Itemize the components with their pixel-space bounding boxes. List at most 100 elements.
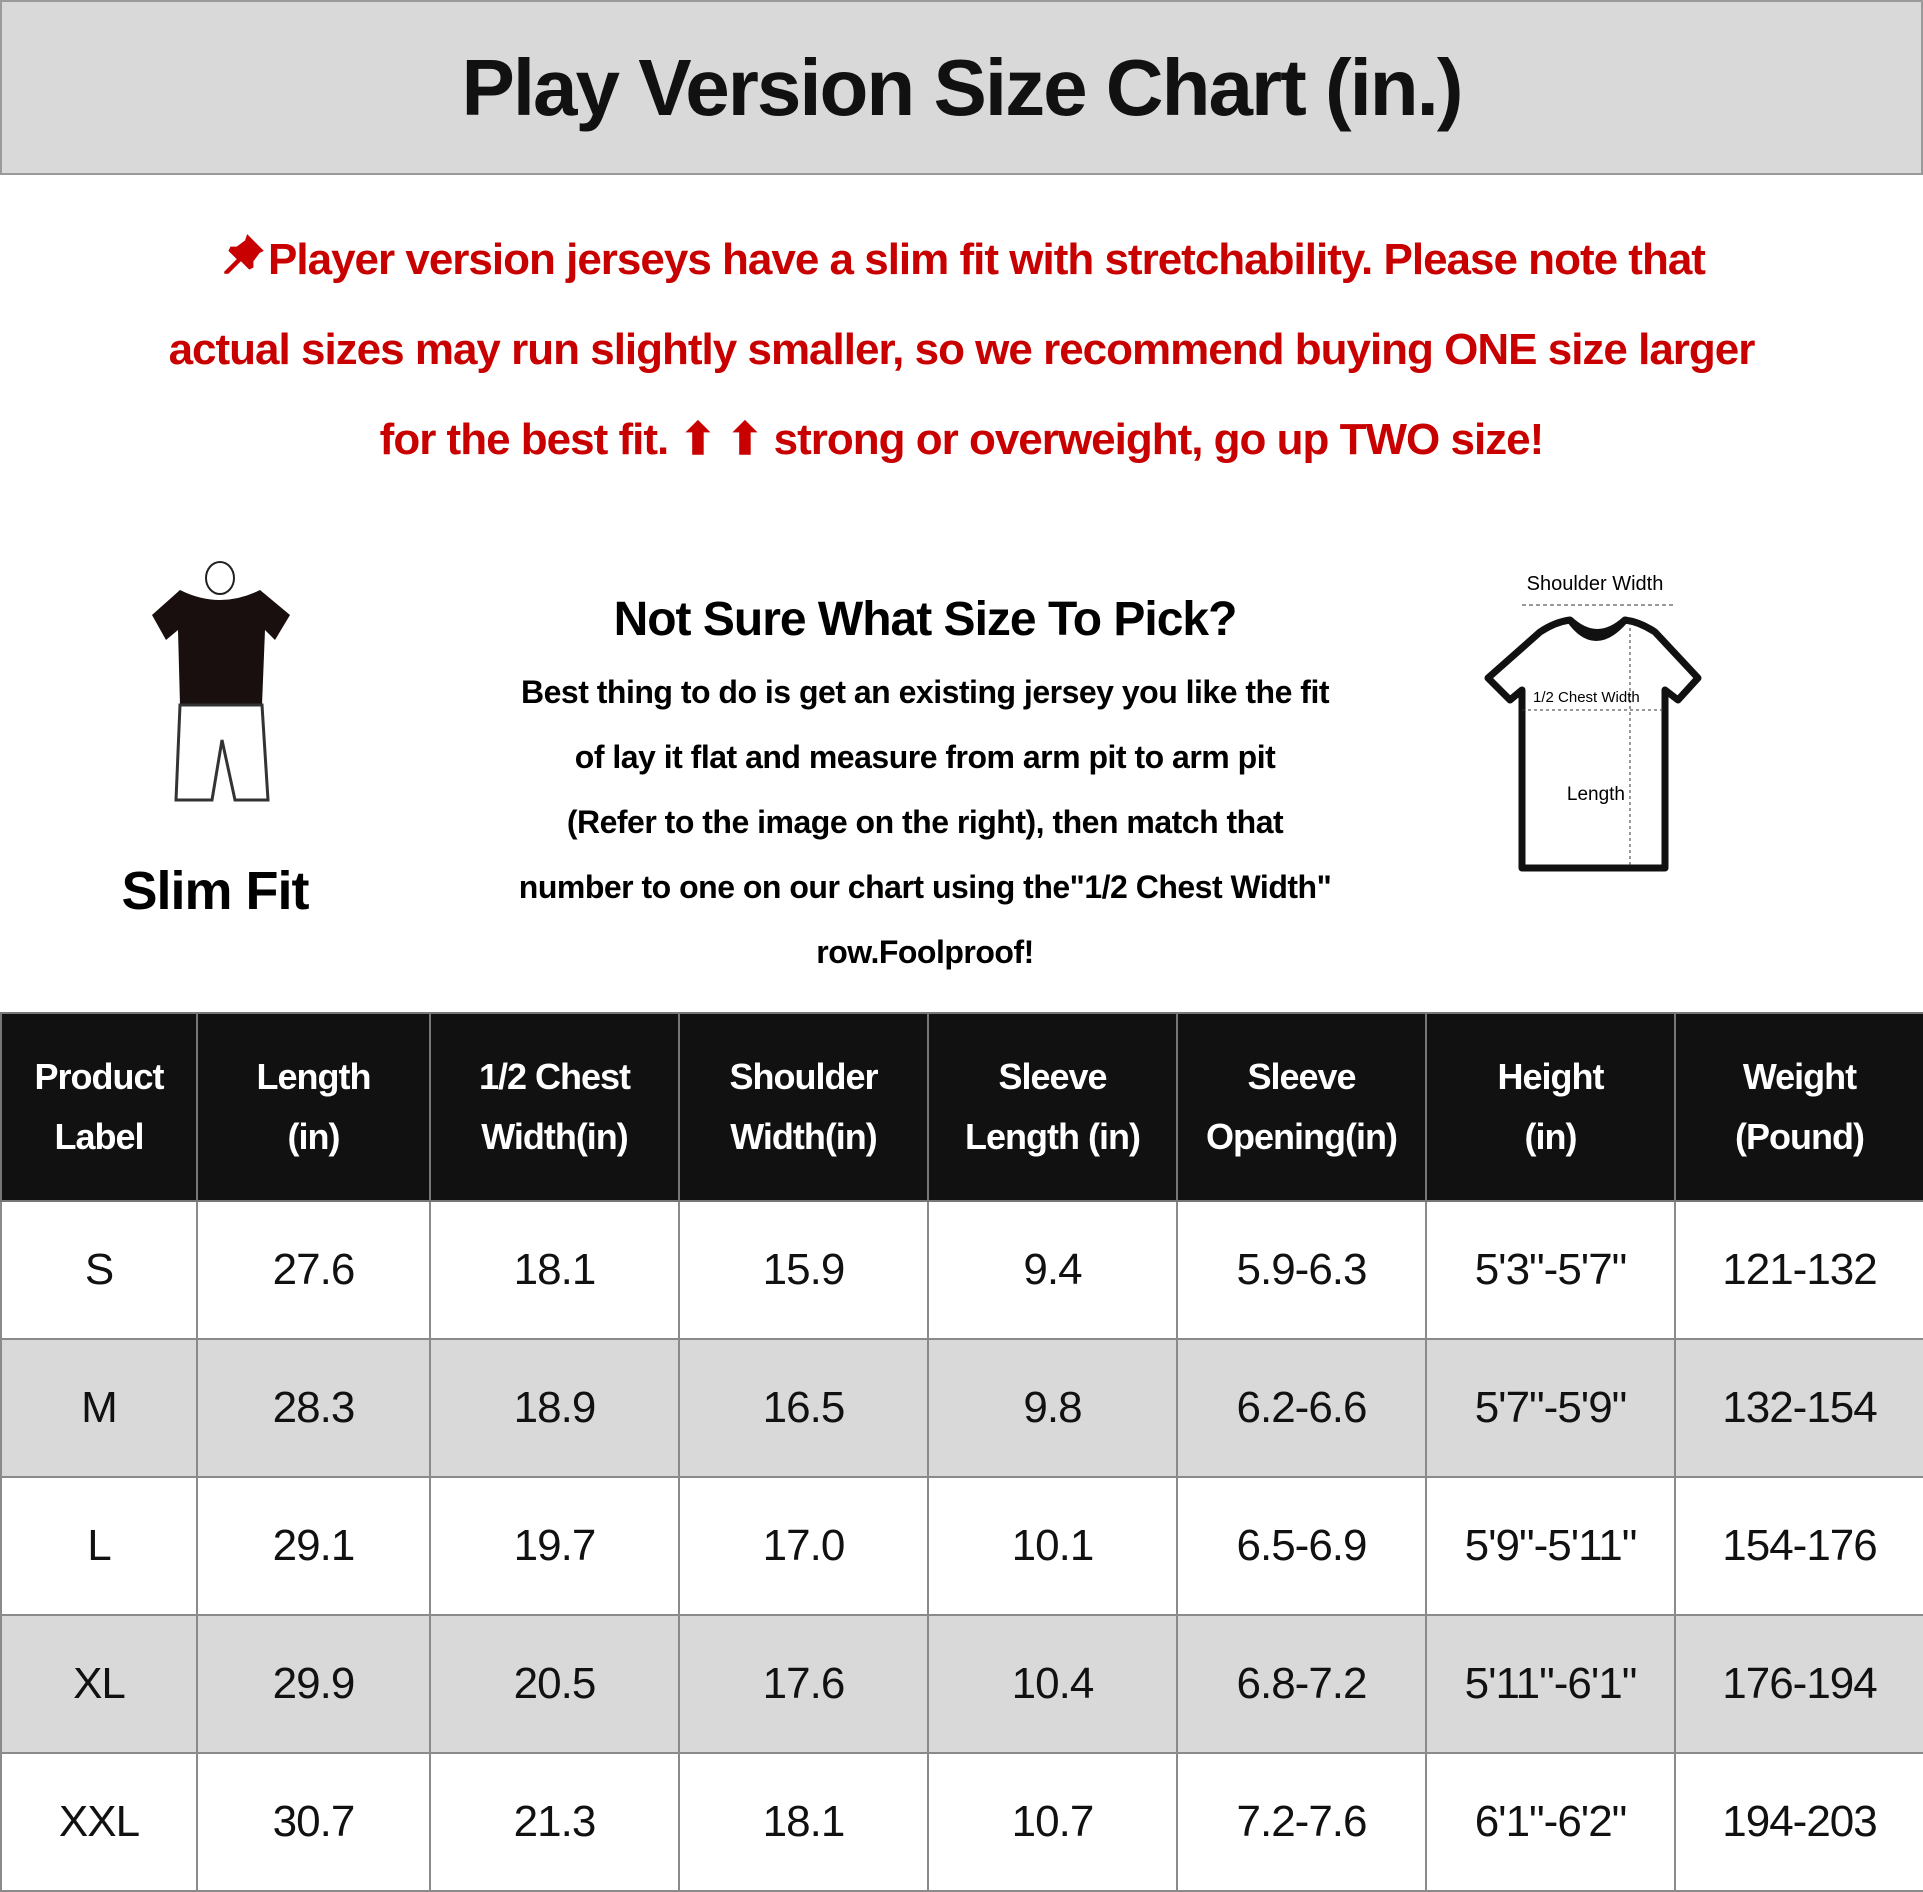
table-cell: 176-194: [1674, 1614, 1923, 1754]
table-row: S 27.6 18.1 15.9 9.4 5.9-6.3 5'3"-5'7" 121-132: [0, 1200, 1923, 1340]
header-text: Sleeve: [1247, 1056, 1356, 1097]
table-row: XL 29.9 20.5 17.6 10.4 6.8-7.2 5'11"-6'1" 176-1…: [0, 1614, 1923, 1754]
cell-text: 20.5: [513, 1659, 597, 1708]
header-text: Width(in): [730, 1116, 878, 1157]
table-cell: 17.6: [678, 1614, 929, 1754]
table-cell: 5'9"-5'11": [1425, 1476, 1676, 1616]
size-table: Product Label Length (in) 1/2 Chest Width(in)…: [0, 1012, 1923, 1892]
table-cell: 20.5: [429, 1614, 680, 1754]
table-cell: 7.2-7.6: [1176, 1752, 1427, 1892]
header-text: Label: [54, 1116, 144, 1157]
cell-text: 10.1: [1011, 1521, 1095, 1570]
table-cell: 6.5-6.9: [1176, 1476, 1427, 1616]
table-cell: 6.2-6.6: [1176, 1338, 1427, 1478]
table-cell: 17.0: [678, 1476, 929, 1616]
cell-text: 5'7"-5'9": [1474, 1383, 1628, 1432]
column-header: Shoulder Width(in): [678, 1012, 929, 1202]
cell-text: XL: [73, 1659, 126, 1708]
table-cell: 9.8: [927, 1338, 1178, 1478]
cell-text: 17.6: [762, 1659, 846, 1708]
cell-text: 6.8-7.2: [1236, 1659, 1368, 1708]
tip-line: of lay it flat and measure from arm pit …: [574, 739, 1276, 775]
cell-text: 19.7: [513, 1521, 597, 1570]
table-cell: 19.7: [429, 1476, 680, 1616]
cell-text: 10.7: [1011, 1797, 1095, 1846]
header-text: Sleeve: [998, 1056, 1107, 1097]
tip-title: Not Sure What Size To Pick?: [613, 593, 1238, 646]
note-line: for the best fit. ⬆ ⬆ strong or overweig…: [379, 415, 1545, 464]
table-cell: 29.9: [196, 1614, 431, 1754]
pushpin-icon: [224, 234, 264, 274]
cell-text: 5'3"-5'7": [1474, 1245, 1628, 1294]
table-cell: 6'1"-6'2": [1425, 1752, 1676, 1892]
table-cell: 10.7: [927, 1752, 1178, 1892]
table-cell: 9.4: [927, 1200, 1178, 1340]
column-header: Sleeve Length (in): [927, 1012, 1178, 1202]
header-text: Width(in): [481, 1116, 629, 1157]
header-text: Length (in): [965, 1116, 1141, 1157]
cell-text: 17.0: [762, 1521, 846, 1570]
cell-text: 21.3: [513, 1797, 597, 1846]
column-header: Height (in): [1425, 1012, 1676, 1202]
note-line: actual sizes may run slightly smaller, s…: [168, 325, 1756, 374]
cell-text: 154-176: [1722, 1521, 1877, 1570]
cell-text: 29.9: [272, 1659, 356, 1708]
table-row: L 29.1 19.7 17.0 10.1 6.5-6.9 5'9"-5'11" 154-17…: [0, 1476, 1923, 1616]
column-header: Length (in): [196, 1012, 431, 1202]
length-label: Length: [1567, 784, 1625, 805]
table-cell: 16.5: [678, 1338, 929, 1478]
cell-text: 194-203: [1722, 1797, 1877, 1846]
table-cell: 132-154: [1674, 1338, 1923, 1478]
fit-note: Player version jerseys have a slim fit w…: [20, 215, 1903, 485]
cell-text: S: [84, 1245, 114, 1294]
tip-line: (Refer to the image on the right), then …: [566, 804, 1284, 840]
header-text: Length: [256, 1056, 372, 1097]
cell-text: 6.5-6.9: [1236, 1521, 1368, 1570]
cell-text: 29.1: [272, 1521, 356, 1570]
chart-header: Play Version Size Chart (in.): [0, 0, 1923, 175]
table-cell: 15.9: [678, 1200, 929, 1340]
table-row: M 28.3 18.9 16.5 9.8 6.2-6.6 5'7"-5'9" 132-154: [0, 1338, 1923, 1478]
cell-text: 18.1: [513, 1245, 597, 1294]
cell-text: 6.2-6.6: [1236, 1383, 1368, 1432]
table-cell: 29.1: [196, 1476, 431, 1616]
cell-text: 18.1: [762, 1797, 846, 1846]
size-tip: Not Sure What Size To Pick? Best thing t…: [400, 580, 1450, 985]
cell-text: M: [81, 1383, 118, 1432]
cell-text: 16.5: [762, 1383, 846, 1432]
table-cell: 18.1: [678, 1752, 929, 1892]
cell-text: 28.3: [272, 1383, 356, 1432]
table-cell: 194-203: [1674, 1752, 1923, 1892]
cell-text: L: [87, 1521, 112, 1570]
table-cell: 5'7"-5'9": [1425, 1338, 1676, 1478]
cell-text: 132-154: [1722, 1383, 1877, 1432]
table-cell: 30.7: [196, 1752, 431, 1892]
chest-width-label: 1/2 Chest Width: [1533, 689, 1640, 706]
table-cell: 5.9-6.3: [1176, 1200, 1427, 1340]
cell-text: 5'11"-6'1": [1464, 1659, 1638, 1708]
cell-text: 6'1"-6'2": [1474, 1797, 1628, 1846]
slim-fit-label: Slim Fit: [121, 861, 309, 921]
table-cell: 154-176: [1674, 1476, 1923, 1616]
header-text: 1/2 Chest: [478, 1056, 631, 1097]
header-text: Shoulder: [729, 1056, 878, 1097]
tip-line: Best thing to do is get an existing jers…: [521, 674, 1329, 710]
cell-text: 7.2-7.6: [1236, 1797, 1368, 1846]
table-cell: 10.4: [927, 1614, 1178, 1754]
tshirt-measurement-diagram: Shoulder Width 1/2 Chest Width Length: [1484, 573, 1702, 872]
cell-text: 9.4: [1023, 1245, 1082, 1294]
header-text: Opening(in): [1206, 1116, 1398, 1157]
cell-text: 15.9: [762, 1245, 846, 1294]
cell-text: 9.8: [1023, 1383, 1082, 1432]
column-header: Weight (Pound): [1674, 1012, 1923, 1202]
table-cell: 28.3: [196, 1338, 431, 1478]
table-cell: 5'3"-5'7": [1425, 1200, 1676, 1340]
note-line: Player version jerseys have a slim fit w…: [268, 235, 1706, 284]
header-text: Height: [1497, 1056, 1605, 1097]
header-text: (in): [287, 1116, 341, 1157]
table-cell: 21.3: [429, 1752, 680, 1892]
tip-line: row.Foolproof!: [816, 934, 1034, 970]
table-cell: 121-132: [1674, 1200, 1923, 1340]
cell-text: XXL: [58, 1797, 140, 1846]
table-cell: 27.6: [196, 1200, 431, 1340]
